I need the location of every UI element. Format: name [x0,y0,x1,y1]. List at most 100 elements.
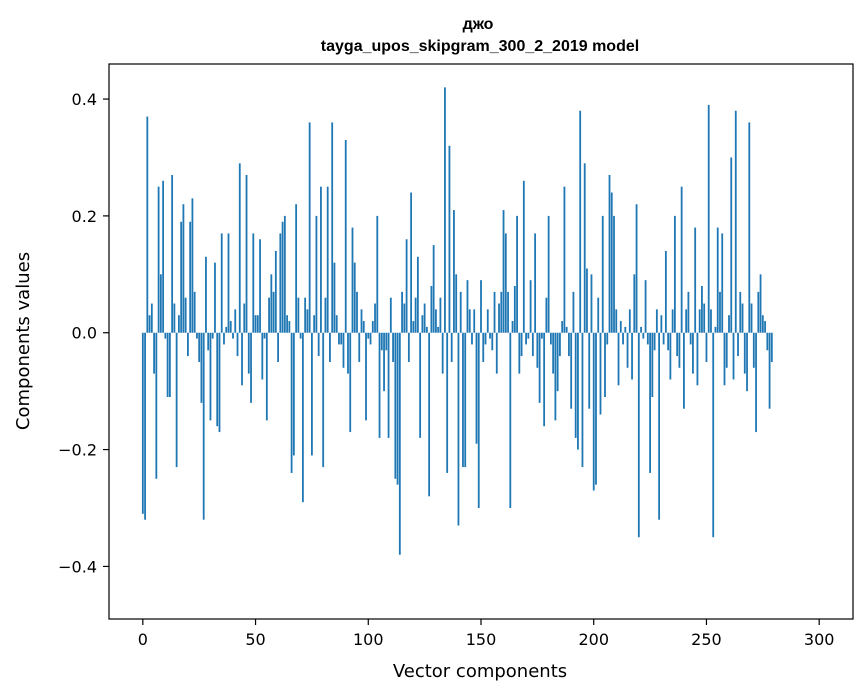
bar-168 [520,332,523,357]
bar-115 [401,291,403,333]
bar-198 [588,332,591,409]
bar-221 [640,326,642,333]
bar-223 [644,280,647,333]
bar-260 [728,315,730,333]
bar-162 [507,291,509,333]
bar-97 [360,309,363,333]
bar-94 [353,262,356,333]
bar-125 [423,303,426,333]
bar-202 [597,297,600,333]
bar-99 [365,332,367,421]
bar-88 [340,332,343,345]
bar-185 [559,332,561,357]
bar-251 [707,104,710,333]
bar-52 [259,239,261,333]
bar-34 [218,332,221,433]
bar-175 [536,332,539,368]
bar-263 [734,110,737,333]
bar-127 [428,332,431,497]
bar-6 [155,332,158,479]
bar-193 [577,332,579,450]
bar-242 [687,291,690,333]
bar-254 [714,326,717,333]
bar-131 [437,326,440,333]
bar-50 [254,315,257,333]
bar-231 [662,332,665,345]
bar-45 [243,303,246,333]
bar-171 [527,332,530,339]
bar-227 [653,332,656,351]
bar-245 [694,227,697,333]
bar-236 [673,215,676,333]
bar-178 [543,332,546,427]
bar-49 [252,233,255,333]
bar-142 [462,332,464,468]
bar-179 [545,297,548,333]
bar-156 [493,291,496,333]
bar-130 [435,309,437,333]
bar-140 [457,332,460,526]
bar-111 [392,332,394,362]
bar-3 [148,315,151,333]
bar-83 [329,332,331,362]
bar-56 [268,297,270,333]
bar-8 [159,274,162,333]
bar-145 [468,309,471,333]
bar-152 [484,332,487,345]
bar-278 [768,332,771,409]
bar-72 [304,297,307,333]
bar-10 [164,332,167,339]
bar-5 [153,332,155,374]
bar-154 [489,332,491,339]
y-axis-label: Components values [13,252,34,430]
bar-207 [608,175,611,333]
bar-69 [297,297,300,333]
bar-120 [412,321,415,333]
bar-103 [374,303,376,333]
x-tick-label: 300 [804,630,835,649]
bar-203 [599,332,602,415]
bar-74 [308,122,311,333]
bar-65 [288,321,291,333]
bar-250 [705,332,708,362]
bar-15 [175,332,178,468]
bar-141 [459,291,462,333]
bar-196 [583,163,586,333]
bar-149 [477,332,480,508]
bar-224 [646,332,649,345]
bar-144 [466,280,469,333]
bar-29 [207,332,210,351]
bar-158 [498,303,500,333]
bar-41 [234,309,237,333]
bar-265 [739,291,742,333]
bar-17 [180,221,183,333]
bar-157 [495,332,498,374]
bar-122 [416,256,419,333]
bar-71 [301,332,304,503]
bar-59 [274,250,277,333]
bar-210 [615,309,618,333]
x-tick-label: 150 [466,630,497,649]
bar-42 [236,332,239,357]
bar-195 [581,332,584,468]
bar-143 [464,332,467,468]
bar-264 [737,332,739,357]
x-tick-label: 0 [138,630,148,649]
bar-75 [311,332,313,456]
bar-14 [173,303,176,333]
bar-261 [730,157,733,333]
bar-36 [223,332,225,345]
bar-153 [486,309,489,333]
bar-58 [272,291,275,333]
bar-230 [660,315,663,333]
bar-112 [394,332,397,479]
bar-70 [299,332,302,339]
bar-208 [610,192,613,333]
bar-61 [279,233,282,333]
bar-255 [716,227,719,333]
bar-44 [241,332,243,386]
bar-225 [649,332,651,473]
bar-86 [335,315,338,333]
plot-frame [108,63,854,620]
bar-43 [238,163,241,333]
